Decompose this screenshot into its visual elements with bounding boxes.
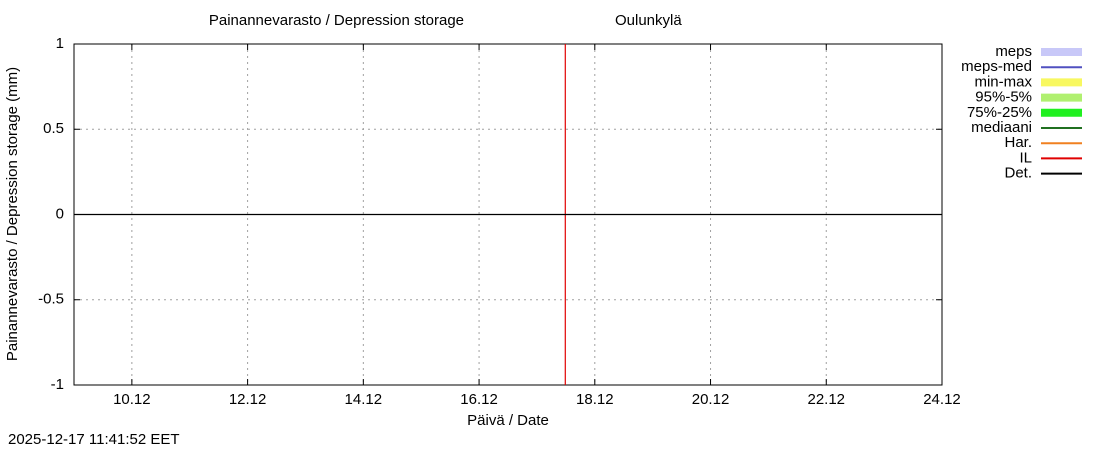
x-tick-label: 18.12 — [576, 391, 614, 408]
y-tick-label: 1 — [56, 35, 64, 52]
timestamp: 2025-12-17 11:41:52 EET — [8, 431, 180, 448]
x-tick-label: 10.12 — [113, 391, 151, 408]
x-axis-label: Päivä / Date — [467, 412, 549, 429]
legend-label: min-max — [974, 73, 1032, 90]
x-tick-label: 12.12 — [229, 391, 267, 408]
y-axis-label: Painannevarasto / Depression storage (mm… — [4, 67, 21, 361]
legend-label: IL — [1019, 149, 1032, 166]
legend-label: 95%-5% — [975, 89, 1032, 106]
chart-location: Oulunkylä — [615, 12, 682, 29]
x-tick-label: 24.12 — [923, 391, 961, 408]
y-tick-label: 0 — [56, 205, 64, 222]
legend-label: Det. — [1004, 165, 1032, 182]
y-tick-label: 0.5 — [43, 120, 64, 137]
x-tick-label: 20.12 — [692, 391, 730, 408]
legend-label: mediaani — [971, 119, 1032, 136]
legend-label: 75%-25% — [967, 104, 1032, 121]
y-tick-label: -0.5 — [38, 291, 64, 308]
x-tick-label: 16.12 — [460, 391, 498, 408]
y-tick-label: -1 — [51, 376, 64, 393]
chart-title: Painannevarasto / Depression storage — [209, 12, 464, 29]
legend-label: meps — [995, 43, 1032, 60]
x-tick-label: 22.12 — [807, 391, 845, 408]
legend-label: meps-med — [961, 58, 1032, 75]
x-tick-label: 14.12 — [345, 391, 383, 408]
legend-label: Har. — [1004, 134, 1032, 151]
